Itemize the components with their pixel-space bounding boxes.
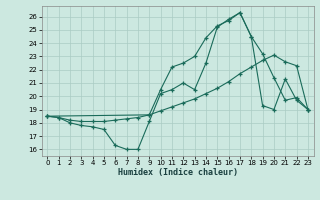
X-axis label: Humidex (Indice chaleur): Humidex (Indice chaleur) [118,168,237,177]
